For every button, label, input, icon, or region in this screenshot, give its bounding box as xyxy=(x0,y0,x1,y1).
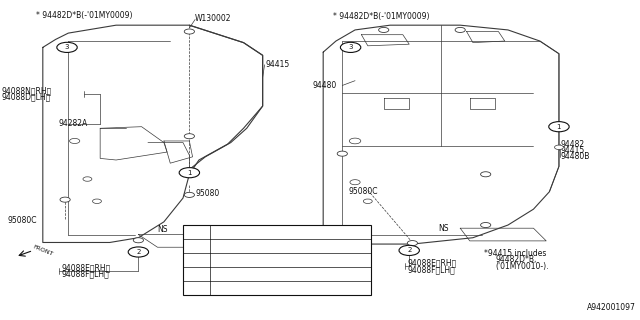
Text: *94415 includes: *94415 includes xyxy=(484,249,547,258)
Text: * 94482D*B(-'01MY0009): * 94482D*B(-'01MY0009) xyxy=(333,12,429,21)
Text: 94482E: 94482E xyxy=(213,285,237,290)
Text: NS: NS xyxy=(157,225,168,234)
Circle shape xyxy=(213,243,227,250)
Text: 94482D*B,: 94482D*B, xyxy=(495,255,536,264)
Text: 94282A: 94282A xyxy=(59,119,88,128)
Text: 94482D*A: 94482D*A xyxy=(213,271,245,276)
Text: 94088D〈LH〉: 94088D〈LH〉 xyxy=(1,93,51,102)
Text: 1: 1 xyxy=(195,229,198,235)
Circle shape xyxy=(179,168,200,178)
Circle shape xyxy=(188,228,205,236)
Circle shape xyxy=(379,28,389,32)
Circle shape xyxy=(481,222,491,228)
Circle shape xyxy=(399,245,419,255)
Text: 95080C: 95080C xyxy=(349,187,378,196)
Text: 94415: 94415 xyxy=(561,146,585,155)
Circle shape xyxy=(93,199,101,204)
Text: (-'01MY0009): (-'01MY0009) xyxy=(327,271,369,276)
Text: 3: 3 xyxy=(348,44,353,50)
Text: 3: 3 xyxy=(65,44,69,50)
Circle shape xyxy=(188,256,205,264)
Text: A942001097: A942001097 xyxy=(586,303,636,312)
Circle shape xyxy=(128,247,148,257)
Text: ('00MY9908-): ('00MY9908-) xyxy=(327,257,369,262)
Circle shape xyxy=(364,199,372,204)
Circle shape xyxy=(133,238,143,243)
Circle shape xyxy=(554,145,563,149)
Circle shape xyxy=(60,197,70,202)
Text: 2: 2 xyxy=(407,247,412,253)
Text: 2: 2 xyxy=(195,244,198,248)
Text: Q740008: Q740008 xyxy=(213,257,241,262)
Circle shape xyxy=(184,134,195,139)
Text: 94482: 94482 xyxy=(561,140,585,148)
Circle shape xyxy=(70,139,80,143)
Circle shape xyxy=(337,151,348,156)
Text: 94480: 94480 xyxy=(312,81,337,90)
Circle shape xyxy=(188,242,205,250)
Text: 1: 1 xyxy=(187,170,191,176)
Text: ('01MY0010-).: ('01MY0010-). xyxy=(495,262,548,271)
Text: 94415: 94415 xyxy=(266,60,290,69)
Text: 95080C: 95080C xyxy=(8,216,37,225)
Circle shape xyxy=(57,42,77,52)
Text: B: B xyxy=(218,244,222,248)
Circle shape xyxy=(184,192,195,197)
Text: 3: 3 xyxy=(195,271,198,276)
Text: FRONT: FRONT xyxy=(32,244,54,257)
Circle shape xyxy=(184,29,195,34)
Text: 3: 3 xyxy=(195,285,198,290)
Text: 94088E〈RH〉: 94088E〈RH〉 xyxy=(408,259,457,268)
Circle shape xyxy=(350,180,360,185)
Text: 94088F〈LH〉: 94088F〈LH〉 xyxy=(62,270,109,279)
Text: W130002: W130002 xyxy=(195,14,231,23)
Text: NS: NS xyxy=(438,224,449,233)
Text: 94088F〈LH〉: 94088F〈LH〉 xyxy=(408,265,456,274)
Bar xyxy=(183,225,371,295)
Text: 94088E〈RH〉: 94088E〈RH〉 xyxy=(62,263,111,272)
Text: 95080: 95080 xyxy=(196,189,220,198)
Circle shape xyxy=(481,172,491,177)
Text: 016506120(2)(-'00MY9907): 016506120(2)(-'00MY9907) xyxy=(228,244,314,248)
Text: 94480B: 94480B xyxy=(561,152,590,161)
Text: 2: 2 xyxy=(136,249,141,255)
Circle shape xyxy=(407,241,417,246)
Text: 94088N〈RH〉: 94088N〈RH〉 xyxy=(1,86,52,95)
Circle shape xyxy=(548,122,569,132)
Circle shape xyxy=(188,270,205,278)
Text: 94480E: 94480E xyxy=(213,229,237,235)
Circle shape xyxy=(455,28,465,32)
Text: ('01MY0010-): ('01MY0010-) xyxy=(327,285,369,290)
Circle shape xyxy=(83,177,92,181)
Circle shape xyxy=(188,284,205,292)
Text: 1: 1 xyxy=(557,124,561,130)
Circle shape xyxy=(349,138,361,144)
Text: * 94482D*B(-'01MY0009): * 94482D*B(-'01MY0009) xyxy=(36,11,133,20)
Text: 2: 2 xyxy=(195,257,198,262)
Circle shape xyxy=(340,42,361,52)
